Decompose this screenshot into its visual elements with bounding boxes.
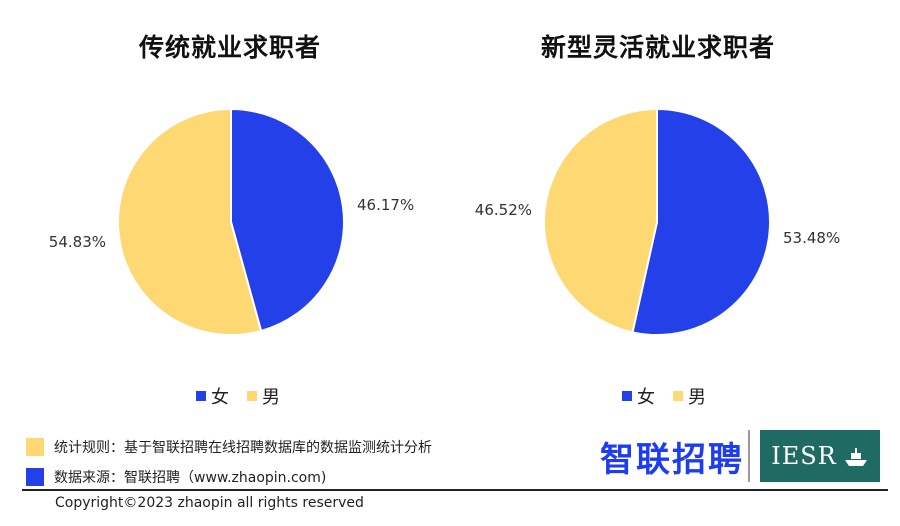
- flexible-slice-male: [543, 107, 658, 334]
- footer-divider: [22, 489, 888, 491]
- copyright-text: Copyright©2023 zhaopin all rights reserv…: [55, 495, 364, 511]
- notes: 统计规则：基于智联招聘在线招聘数据库的数据监测统计分析 数据来源：智联招聘（ww…: [26, 432, 432, 492]
- chart-title-flexible: 新型灵活就业求职者: [540, 33, 775, 62]
- traditional-label-male: 54.83%: [49, 233, 106, 251]
- note-swatch-yellow: [26, 438, 44, 456]
- legend-swatch-male: [673, 391, 683, 401]
- traditional-slice-female: [230, 107, 345, 333]
- legend-swatch-female: [622, 391, 632, 401]
- note-source: 数据来源：智联招聘（www.zhaopin.com): [26, 462, 432, 492]
- legend-flexible: 女 男: [622, 383, 718, 409]
- legend-label-female: 女: [211, 387, 229, 408]
- traditional-slice-male: [117, 107, 263, 336]
- iesr-logo-text: IESR: [771, 442, 837, 470]
- legend-item-male: 男: [247, 383, 280, 409]
- flexible-slice-female: [631, 107, 771, 336]
- flexible-label-male: 46.52%: [475, 201, 532, 219]
- legend-item-male: 男: [673, 383, 706, 409]
- pie-charts: 46.17% 54.83% 53.48% 46.52%: [49, 107, 840, 336]
- legend-label-male: 男: [688, 387, 706, 408]
- note-swatch-blue: [26, 468, 44, 486]
- legend-label-female: 女: [637, 387, 655, 408]
- legend-swatch-male: [247, 391, 257, 401]
- flexible-label-female: 53.48%: [783, 229, 840, 247]
- note-rule: 统计规则：基于智联招聘在线招聘数据库的数据监测统计分析: [26, 432, 432, 462]
- note-source-text: 数据来源：智联招聘（www.zhaopin.com): [54, 470, 327, 486]
- note-rule-text: 统计规则：基于智联招聘在线招聘数据库的数据监测统计分析: [54, 440, 432, 456]
- chart-title-traditional: 传统就业求职者: [138, 33, 321, 62]
- traditional-label-female: 46.17%: [357, 196, 414, 214]
- legend-traditional: 女 男: [196, 383, 292, 409]
- logo-divider: [748, 430, 750, 482]
- zhaopin-logo: 智联招聘: [600, 440, 744, 480]
- legend-item-female: 女: [196, 383, 229, 409]
- legend-swatch-female: [196, 391, 206, 401]
- iesr-logo: IESR: [760, 430, 880, 482]
- ship-icon: [844, 448, 867, 466]
- legend-item-female: 女: [622, 383, 655, 409]
- legend-label-male: 男: [262, 387, 280, 408]
